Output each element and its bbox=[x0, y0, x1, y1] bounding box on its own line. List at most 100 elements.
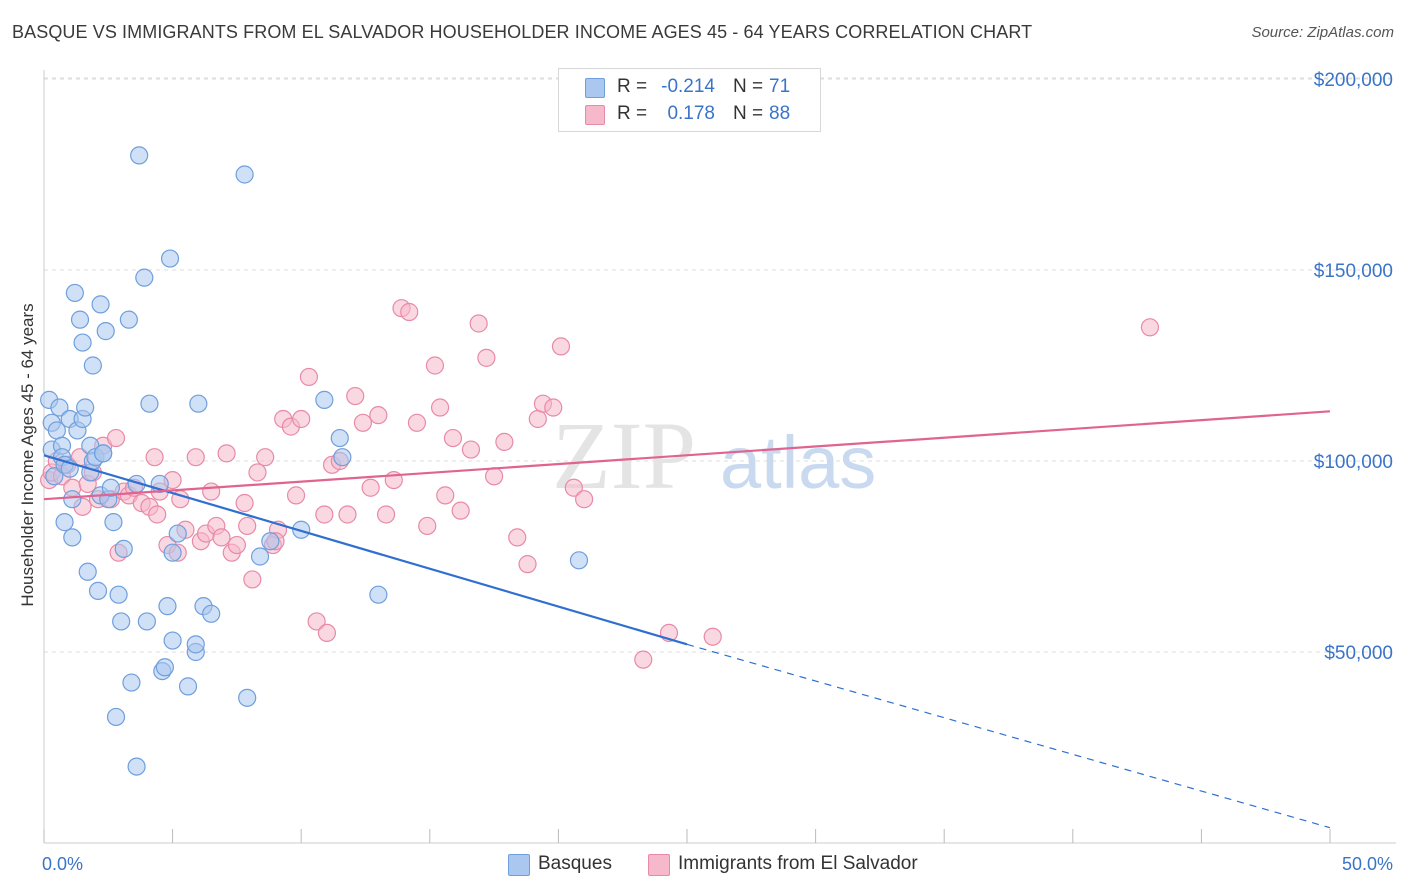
legend-swatch-pink bbox=[585, 105, 605, 125]
data-points bbox=[40, 146, 1160, 776]
el-salvador-point bbox=[407, 413, 427, 432]
basques-point bbox=[315, 390, 334, 409]
basques-point bbox=[235, 165, 254, 184]
basques-point bbox=[569, 551, 589, 570]
basques-point bbox=[163, 631, 182, 650]
el-salvador-point bbox=[425, 356, 445, 375]
el-salvador-point bbox=[528, 409, 547, 429]
el-salvador-point bbox=[376, 505, 396, 524]
el-salvador-point bbox=[353, 413, 373, 432]
legend-label-basques: Basques bbox=[538, 853, 612, 874]
el-salvador-point bbox=[361, 478, 380, 497]
el-salvador-point bbox=[317, 623, 337, 643]
basques-point bbox=[114, 539, 133, 558]
y-tick-label: $200,000 bbox=[1314, 70, 1393, 91]
el-salvador-point bbox=[1140, 318, 1160, 337]
el-salvador-point bbox=[430, 398, 450, 417]
basques-point bbox=[106, 707, 126, 727]
el-salvador-point bbox=[256, 448, 275, 467]
basques-point bbox=[83, 356, 102, 375]
basques-point bbox=[122, 673, 141, 692]
el-salvador-point bbox=[186, 448, 205, 467]
chart-title: BASQUE VS IMMIGRANTS FROM EL SALVADOR HO… bbox=[12, 22, 1033, 42]
basques-point bbox=[65, 283, 84, 303]
basques-point bbox=[70, 310, 90, 329]
basques-point bbox=[73, 333, 92, 352]
el-salvador-point bbox=[307, 612, 326, 631]
basques-point bbox=[369, 585, 388, 604]
legend-row-el-salvador: R = 0.178 N = 88 bbox=[559, 101, 820, 127]
el-salvador-point bbox=[400, 302, 419, 322]
el-salvador-point bbox=[212, 528, 231, 547]
basques-trend-extension bbox=[686, 643, 1331, 829]
el-salvador-point bbox=[518, 555, 537, 574]
y-tick-label: $50,000 bbox=[1324, 643, 1393, 664]
basques-point bbox=[104, 513, 123, 532]
basques-point bbox=[168, 524, 187, 543]
basques-point bbox=[101, 478, 120, 497]
el-salvador-point bbox=[544, 398, 563, 417]
x-tick-label-min: 0.0% bbox=[42, 854, 83, 874]
x-tick-label-max: 50.0% bbox=[1342, 854, 1393, 874]
basques-point bbox=[109, 585, 128, 604]
basques-point bbox=[333, 448, 352, 467]
el-salvador-point bbox=[634, 650, 653, 669]
basques-point bbox=[96, 322, 115, 341]
basques-point bbox=[178, 677, 198, 696]
el-salvador-point bbox=[248, 463, 267, 482]
el-salvador-point bbox=[443, 428, 463, 448]
el-salvador-point bbox=[346, 386, 365, 406]
basques-point bbox=[155, 658, 174, 677]
el-salvador-point bbox=[369, 406, 388, 425]
basques-point bbox=[76, 398, 95, 417]
el-salvador-point bbox=[477, 348, 496, 367]
el-salvador-point bbox=[451, 501, 470, 520]
el-salvador-point bbox=[469, 314, 488, 333]
basques-point bbox=[130, 146, 149, 165]
el-salvador-point bbox=[299, 367, 319, 387]
y-tick-label: $150,000 bbox=[1314, 261, 1393, 282]
el-salvador-point bbox=[315, 505, 334, 524]
basques-point bbox=[160, 249, 180, 268]
basques-point bbox=[189, 394, 208, 413]
legend-n-value: 88 bbox=[769, 103, 791, 124]
basques-point bbox=[140, 394, 159, 413]
el-salvador-point bbox=[217, 444, 236, 463]
legend-r-label: R = bbox=[617, 103, 648, 124]
basques-point bbox=[50, 398, 69, 417]
el-salvador-point bbox=[703, 627, 722, 646]
correlation-legend: R = -0.214 N = 71 R = 0.178 N = 88 bbox=[558, 68, 821, 132]
el-salvador-point bbox=[338, 505, 357, 524]
el-salvador-point bbox=[575, 490, 594, 509]
source-label: Source: ZipAtlas.com bbox=[1251, 24, 1394, 41]
basques-point bbox=[88, 581, 108, 600]
basques-point bbox=[135, 268, 154, 287]
legend-n-value: 71 bbox=[769, 76, 791, 97]
el-salvador-point bbox=[235, 493, 254, 513]
basques-point bbox=[63, 528, 82, 547]
el-salvador-point bbox=[227, 535, 246, 555]
basques-point bbox=[250, 547, 270, 566]
gridlines bbox=[44, 77, 1396, 653]
legend-swatch-basques bbox=[508, 854, 530, 876]
basques-point bbox=[55, 513, 74, 532]
basques-point bbox=[45, 467, 64, 486]
basques-point bbox=[186, 635, 205, 654]
el-salvador-point bbox=[461, 440, 481, 459]
el-salvador-point bbox=[148, 505, 167, 524]
basques-trend-line bbox=[43, 454, 688, 646]
basques-point bbox=[91, 295, 110, 314]
y-tick-label: $100,000 bbox=[1314, 452, 1393, 473]
tick-labels: $50,000 $100,000 $150,000 $200,000 0.0% 50.0% bbox=[42, 70, 1393, 874]
el-salvador-point bbox=[202, 482, 221, 501]
el-salvador-point bbox=[495, 432, 514, 451]
basques-point bbox=[158, 597, 177, 616]
series-legend: Basques Immigrants from El Salvador bbox=[0, 853, 1406, 877]
axes bbox=[43, 70, 1396, 844]
legend-row-basques: R = -0.214 N = 71 bbox=[559, 74, 820, 100]
legend-swatch-el-salvador bbox=[648, 854, 670, 876]
el-salvador-point bbox=[286, 486, 306, 505]
basques-point bbox=[330, 428, 349, 448]
basques-point bbox=[63, 490, 82, 509]
